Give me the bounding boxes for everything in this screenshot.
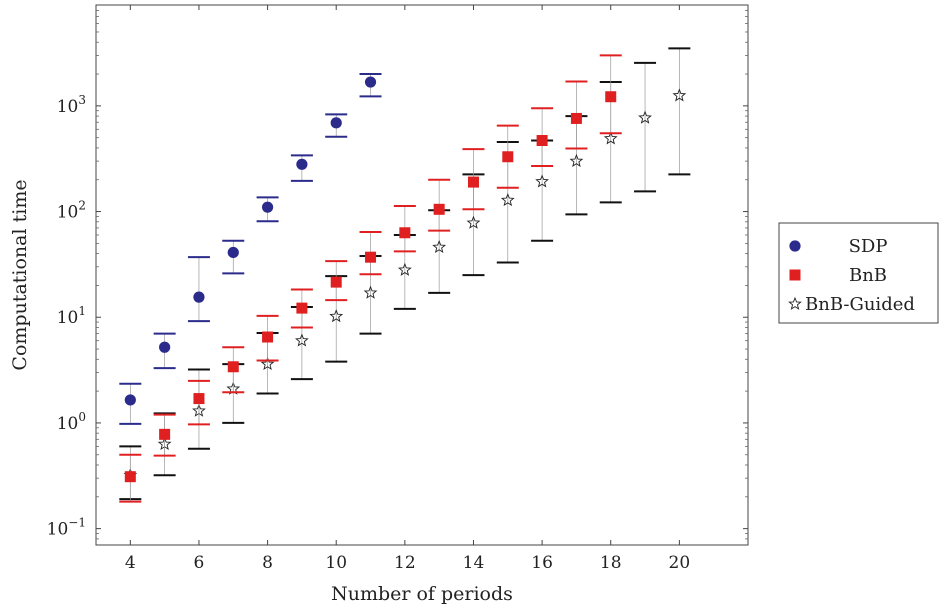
x-tick-label: 12 [394,553,416,573]
data-point-marker [672,88,687,102]
data-point-marker [535,174,549,188]
x-tick-label: 8 [262,553,273,573]
data-point-marker [296,302,308,314]
data-point-marker [638,110,652,124]
data-point-marker [603,131,618,145]
y-tick-base: 10 [57,308,79,328]
y-tick-exponent: 3 [78,93,86,107]
x-tick-label: 6 [194,553,205,573]
data-point-marker [466,215,481,229]
legend-frame [778,222,939,324]
data-point-marker [159,428,171,440]
legend-label: SDP [849,236,888,257]
series-bnb [119,54,622,503]
data-point-marker [124,471,136,483]
y-tick-label: 100 [57,410,86,434]
y-tick-exponent: 2 [78,199,86,213]
x-tick-label: 14 [463,553,485,573]
legend: SDP BnB BnB-Guided [778,222,939,324]
data-point-marker [227,246,239,259]
y-tick-exponent: 1 [78,304,86,318]
x-tick-label: 18 [600,553,622,573]
data-point-marker [329,309,344,323]
data-point-marker [227,361,239,373]
y-tick-label: 103 [57,93,86,117]
series-layer [119,47,691,503]
data-point-marker [262,331,274,343]
data-point-marker [296,158,308,170]
x-axis-label: Number of periods [331,583,513,605]
x-axis-ticks: 4 6 8 10 12 14 16 18 20 [125,5,690,573]
data-point-marker [193,291,205,303]
x-tick-label: 20 [669,553,691,573]
x-tick-label: 10 [325,553,347,573]
data-point-marker [363,285,378,299]
data-point-marker [330,276,342,288]
data-point-marker [605,91,617,103]
y-tick-exponent: −1 [68,516,86,530]
data-point-marker [399,227,411,239]
x-tick-label: 4 [125,553,136,573]
y-tick-base: 10 [57,97,79,117]
y-axis-label: Computational time [9,179,31,370]
data-point-marker [124,394,136,406]
legend-label: BnB-Guided [805,294,915,315]
legend-label: BnB [849,265,887,286]
y-tick-label: 101 [57,304,86,328]
data-point-marker [365,251,377,263]
data-point-marker [330,117,342,129]
data-point-marker [500,192,515,207]
series-sdp [119,73,382,425]
data-point-marker [432,239,447,254]
plot-area-frame [95,4,749,546]
y-tick-base: 10 [47,520,69,540]
y-tick-exponent: 0 [78,410,86,424]
legend-marker-star [788,296,802,310]
data-point-marker [397,262,412,276]
data-point-marker [433,203,445,215]
data-point-marker [261,201,274,213]
data-point-marker [502,151,514,163]
x-tick-label: 16 [531,553,553,573]
data-point-marker [260,356,275,370]
y-tick-label: 10−1 [47,516,86,540]
data-point-marker [467,176,479,188]
data-point-marker [295,333,309,347]
data-point-marker [536,135,548,147]
data-point-marker [570,112,582,124]
data-point-marker [159,341,171,353]
data-point-marker [193,393,205,405]
y-tick-base: 10 [57,414,79,434]
legend-marker-square [789,269,801,281]
data-point-marker [569,153,584,167]
legend-marker-circle [789,240,801,252]
y-tick-label: 102 [57,199,86,223]
y-tick-base: 10 [57,203,79,223]
data-point-marker [364,76,377,88]
